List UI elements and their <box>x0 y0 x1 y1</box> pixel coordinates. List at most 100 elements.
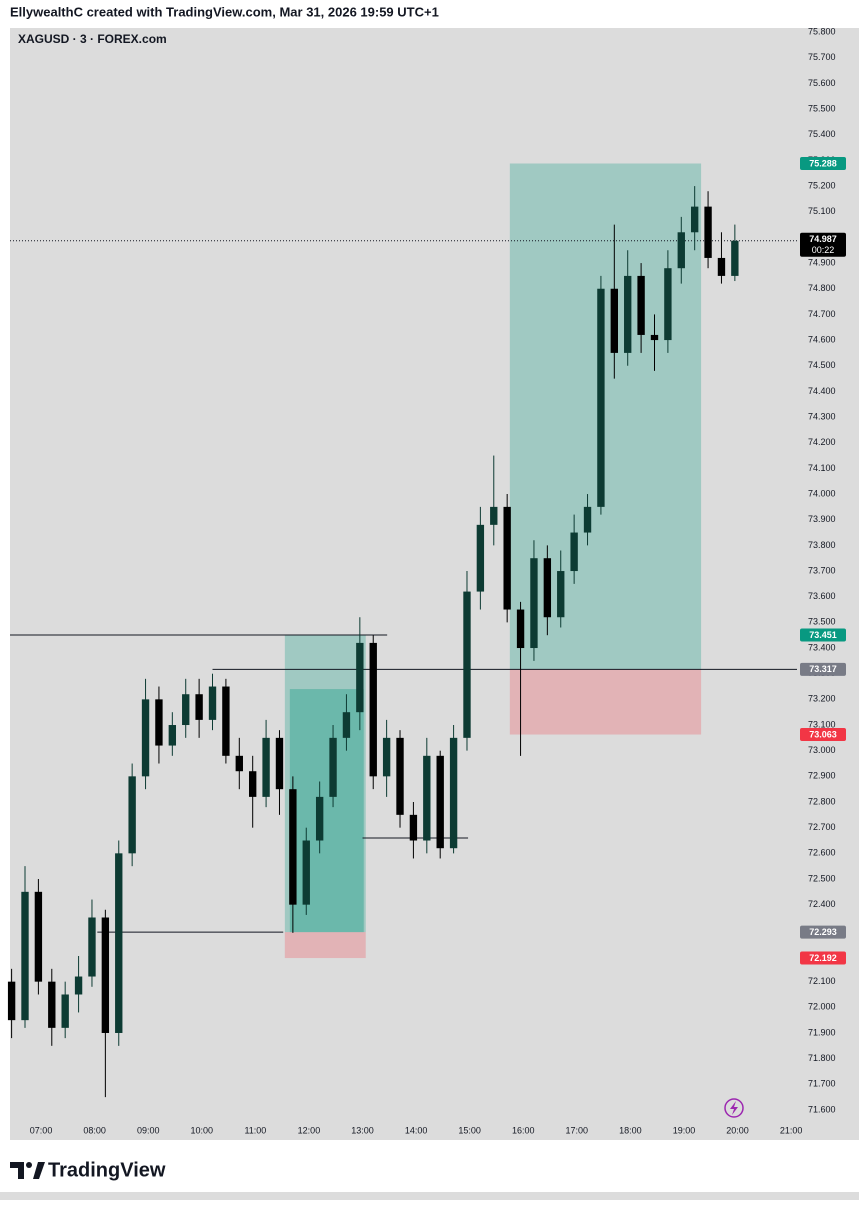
price-label: 75.288 <box>809 158 837 168</box>
candle-body <box>208 686 217 720</box>
candle-body <box>396 737 404 815</box>
footer-brand: TradingView <box>48 1159 166 1181</box>
price-label: 73.063 <box>809 729 837 739</box>
header: EllywealthC created with TradingView.com… <box>10 4 439 19</box>
candle-body <box>141 699 150 777</box>
y-tick-label: 72.600 <box>808 848 836 858</box>
candle-body <box>463 591 471 738</box>
candle-body <box>503 506 511 610</box>
candle-body <box>717 257 726 276</box>
y-tick-label: 72.000 <box>808 1002 836 1012</box>
y-tick-label: 72.700 <box>808 822 836 832</box>
candle-body <box>516 609 525 649</box>
y-tick-label: 73.400 <box>808 642 836 652</box>
y-tick-label: 72.400 <box>808 899 836 909</box>
price-label-box <box>800 662 846 676</box>
candle-body <box>7 981 16 1021</box>
price-label-box <box>800 157 846 171</box>
candle-body <box>664 268 672 341</box>
candle-body <box>21 891 29 1021</box>
target-zone <box>509 163 702 670</box>
price-label-box <box>800 728 846 742</box>
candle-body <box>449 737 458 849</box>
candle-body <box>275 737 284 790</box>
y-tick-label: 73.000 <box>808 745 836 755</box>
y-tick-label: 75.400 <box>808 129 836 139</box>
candle-body <box>409 814 418 841</box>
candle-body <box>624 275 632 353</box>
candle-body <box>677 232 685 269</box>
y-tick-label: 71.600 <box>808 1104 836 1114</box>
y-tick-label: 75.500 <box>808 103 836 113</box>
price-label: 73.451 <box>809 630 837 640</box>
stop-zone <box>284 932 366 959</box>
candle-body <box>128 776 136 854</box>
x-tick-label: 12:00 <box>298 1125 321 1135</box>
price-label: 72.192 <box>809 953 837 963</box>
x-tick-label: 20:00 <box>726 1125 749 1135</box>
stop-zone <box>509 669 702 735</box>
candle-body <box>369 642 377 777</box>
candle-body <box>731 240 739 276</box>
y-tick-label: 74.200 <box>808 437 836 447</box>
y-tick-label: 72.900 <box>808 771 836 781</box>
y-tick-label: 73.500 <box>808 617 836 627</box>
y-tick-label: 71.900 <box>808 1027 836 1037</box>
y-tick-label: 75.700 <box>808 52 836 62</box>
bottom-bar <box>0 1192 859 1200</box>
candle-body <box>302 840 310 905</box>
y-tick-label: 73.800 <box>808 540 836 550</box>
candle-body <box>543 558 552 618</box>
candle-body <box>557 571 565 618</box>
last-price-box <box>800 232 846 257</box>
y-tick-label: 72.100 <box>808 976 836 986</box>
x-tick-label: 14:00 <box>405 1125 428 1135</box>
candle-body <box>570 532 578 572</box>
candle-body <box>289 789 297 905</box>
x-tick-label: 07:00 <box>30 1125 53 1135</box>
y-tick-label: 75.600 <box>808 78 836 88</box>
y-tick-label: 75.100 <box>808 206 836 216</box>
y-tick-label: 74.700 <box>808 309 836 319</box>
y-tick-label: 73.900 <box>808 514 836 524</box>
y-tick-label: 71.800 <box>808 1053 836 1063</box>
candle-body <box>650 334 659 341</box>
candle-body <box>342 712 351 738</box>
candle-body <box>88 917 96 977</box>
candle-body <box>490 506 498 525</box>
candle-body <box>168 725 177 746</box>
candle-body <box>61 994 69 1028</box>
y-tick-label: 74.500 <box>808 360 836 370</box>
y-tick-label: 75.200 <box>808 180 836 190</box>
x-tick-label: 09:00 <box>137 1125 160 1135</box>
y-tick-label: 71.700 <box>808 1079 836 1089</box>
plot: 71.600 71.700 71.800 71.900 72.000 72.100 72.2… <box>7 26 846 1135</box>
candle-body <box>48 981 56 1028</box>
candle-body <box>476 524 485 592</box>
x-tick-label: 13:00 <box>351 1125 374 1135</box>
x-tick-label: 10:00 <box>191 1125 214 1135</box>
x-tick-label: 18:00 <box>619 1125 642 1135</box>
candle-body <box>382 737 391 777</box>
y-tick-label: 74.400 <box>808 386 836 396</box>
candle-body <box>583 506 592 533</box>
x-tick-label: 15:00 <box>458 1125 481 1135</box>
y-tick-label: 74.000 <box>808 488 836 498</box>
x-tick-label: 21:00 <box>780 1125 803 1135</box>
alert-icon <box>724 1098 744 1118</box>
candle-body <box>235 755 243 772</box>
candle-body <box>195 694 203 720</box>
y-tick-label: 74.800 <box>808 283 836 293</box>
candle-body <box>101 917 110 1033</box>
y-tick-label: 74.900 <box>808 257 836 267</box>
symbol-title: XAGUSD · 3 · FOREX.com <box>18 32 167 46</box>
candle-body <box>249 771 257 797</box>
x-tick-label: 19:00 <box>673 1125 696 1135</box>
y-tick-label: 74.300 <box>808 411 836 421</box>
candle-body <box>74 976 83 995</box>
chart-panel <box>10 28 859 1140</box>
candle-body <box>597 288 605 507</box>
candle-body <box>637 275 645 335</box>
price-label-box <box>800 951 846 965</box>
